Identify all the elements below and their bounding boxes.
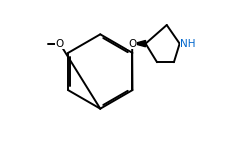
Text: O: O (56, 39, 64, 49)
Text: O: O (128, 39, 136, 49)
Text: NH: NH (180, 39, 196, 49)
Polygon shape (134, 40, 146, 47)
